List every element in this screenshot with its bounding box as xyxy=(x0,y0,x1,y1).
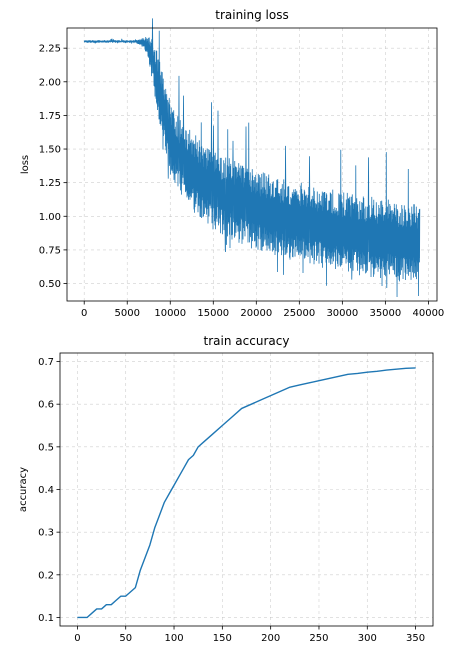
x-tick-label: 50 xyxy=(119,633,132,644)
x-tick-label: 40000 xyxy=(412,308,444,319)
y-axis-label: accuracy xyxy=(18,467,29,512)
data-series xyxy=(83,18,421,297)
y-tick-label: 0.50 xyxy=(39,279,61,290)
y-tick-label: 0.2 xyxy=(38,570,54,581)
y-tick-label: 0.1 xyxy=(38,613,54,624)
axis-ticks: 0 5000 10000 15000 20000 25000 30000 35000 40000… xyxy=(39,44,445,319)
y-tick-label: 0.6 xyxy=(38,400,54,411)
x-tick-label: 0 xyxy=(74,633,80,644)
x-tick-label: 350 xyxy=(406,633,425,644)
x-tick-label: 5000 xyxy=(115,308,140,319)
y-tick-label: 2.25 xyxy=(39,44,61,55)
x-tick-label: 200 xyxy=(261,633,280,644)
plot-area xyxy=(66,27,438,302)
y-tick-label: 0.3 xyxy=(38,528,54,539)
y-tick-label: 0.5 xyxy=(38,442,54,453)
y-tick-label: 1.25 xyxy=(39,178,61,189)
x-tick-label: 15000 xyxy=(197,308,229,319)
y-tick-label: 0.75 xyxy=(39,245,61,256)
x-tick-label: 0 xyxy=(81,308,87,319)
x-tick-label: 250 xyxy=(309,633,328,644)
chart-title: train accuracy xyxy=(204,334,290,348)
x-tick-label: 300 xyxy=(358,633,377,644)
data-series xyxy=(77,367,416,619)
train-accuracy-chart: train accuracy accuracy 0 50 100 150 200 250 3… xyxy=(18,334,434,644)
loss-series-line xyxy=(83,18,421,297)
x-tick-label: 10000 xyxy=(154,308,186,319)
y-tick-label: 1.50 xyxy=(39,145,61,156)
accuracy-series-line xyxy=(77,367,416,619)
training-loss-chart: training loss loss 0 5000 10000 15000 20000 2… xyxy=(20,8,444,319)
axis-ticks: 0 50 100 150 200 250 300 350 0.1 0.2 0.3 0.4 0.5 0.6 0… xyxy=(38,357,425,644)
x-tick-label: 20000 xyxy=(240,308,272,319)
y-tick-label: 0.4 xyxy=(38,485,54,496)
y-tick-label: 0.7 xyxy=(38,357,54,368)
x-tick-label: 100 xyxy=(164,633,183,644)
y-axis-label: loss xyxy=(20,155,31,174)
x-tick-label: 150 xyxy=(213,633,232,644)
grid-lines xyxy=(60,353,433,626)
x-tick-label: 30000 xyxy=(326,308,358,319)
x-tick-label: 35000 xyxy=(369,308,401,319)
y-tick-label: 1.75 xyxy=(39,111,61,122)
y-tick-label: 2.00 xyxy=(39,77,61,88)
chart-title: training loss xyxy=(215,8,288,22)
x-tick-label: 25000 xyxy=(283,308,315,319)
y-tick-label: 1.00 xyxy=(39,212,61,223)
